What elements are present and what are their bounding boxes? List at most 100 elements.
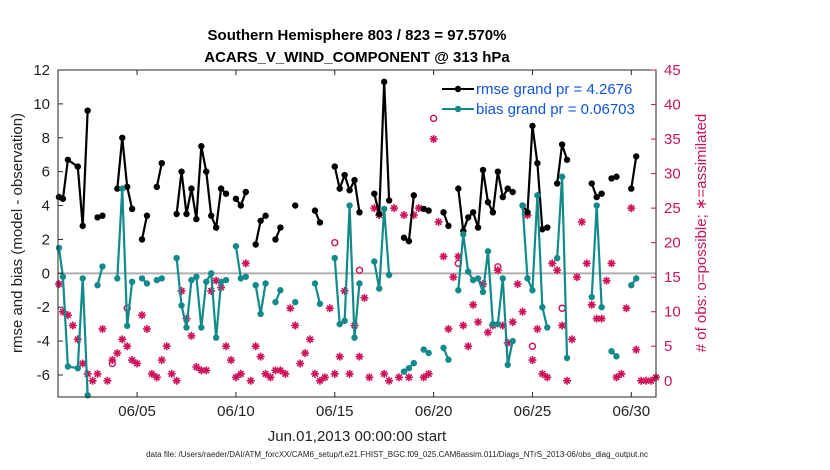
- obs-assimilated-stroke: [311, 370, 319, 378]
- bias-point: [212, 334, 220, 341]
- bias-point: [153, 276, 161, 284]
- rmse-point: [277, 224, 284, 231]
- obs-assimilated-stroke: [464, 342, 472, 350]
- bias-point: [208, 270, 215, 277]
- bias-point: [311, 280, 319, 287]
- obs-assimilated-marker: [444, 324, 453, 333]
- obs-assimilated-stroke: [168, 370, 176, 378]
- obs-assimilated-stroke: [553, 266, 561, 274]
- obs-assimilated-marker: [172, 376, 181, 385]
- obs-assimilated-marker: [637, 376, 646, 385]
- obs-assimilated-stroke: [237, 370, 245, 378]
- rmse-point: [59, 195, 67, 202]
- rmse-point: [311, 207, 319, 214]
- obs-assimilated-marker: [128, 356, 137, 365]
- obs-assimilated-stroke: [99, 325, 106, 333]
- rmse-point: [469, 209, 477, 216]
- obs-assimilated-stroke: [578, 218, 586, 226]
- rmse-point: [425, 207, 432, 214]
- obs-assimilated-marker: [88, 376, 97, 385]
- y-tick-label: 2: [42, 231, 50, 248]
- obs-assimilated-stroke: [262, 370, 269, 378]
- obs-assimilated-marker: [380, 369, 389, 378]
- obs-assimilated-stroke: [153, 373, 161, 381]
- rmse-point: [153, 183, 161, 191]
- obs-assimilated-marker: [424, 369, 433, 378]
- obs-assimilated-stroke: [306, 335, 314, 343]
- legend-bias-marker: [454, 105, 462, 113]
- bias-point: [94, 281, 101, 289]
- bias-point: [420, 346, 427, 353]
- obs-assimilated-marker: [577, 217, 586, 226]
- rmse-point: [292, 202, 299, 209]
- obs-assimilated-marker: [310, 369, 319, 378]
- obs-assimilated-marker: [192, 362, 201, 371]
- obs-assimilated-stroke: [94, 370, 101, 378]
- bias-line: [521, 195, 549, 328]
- rmse-point: [138, 236, 146, 243]
- obs-assimilated-stroke: [415, 204, 423, 212]
- rmse-point: [212, 224, 220, 231]
- rmse-point: [262, 212, 269, 219]
- obs-assimilated-stroke: [430, 135, 437, 143]
- series-layer: [55, 78, 640, 399]
- obs-assimilated-stroke: [449, 273, 457, 281]
- bias-point: [539, 304, 546, 311]
- bias-point: [341, 317, 348, 324]
- obs-assimilated-stroke: [385, 377, 393, 385]
- obs-assimilated-stroke: [89, 377, 96, 385]
- obs-assimilated-stroke: [113, 349, 121, 357]
- obs-assimilated-stroke: [380, 370, 388, 378]
- rmse-point: [193, 215, 200, 223]
- obs-assimilated-marker: [464, 342, 473, 351]
- bias-point: [99, 263, 106, 270]
- obs-assimilated-stroke: [133, 360, 141, 367]
- bias-point: [232, 243, 240, 250]
- obs-assimilated-marker: [434, 217, 443, 226]
- obs-assimilated-stroke: [618, 370, 625, 378]
- obs-assimilated-marker: [226, 356, 235, 365]
- y-tick-label: 10: [33, 96, 50, 113]
- obs-assimilated-marker: [152, 373, 161, 382]
- bias-point: [385, 271, 393, 279]
- rmse-point: [257, 217, 264, 224]
- obs-assimilated-marker: [123, 342, 132, 351]
- bias-point: [351, 334, 358, 341]
- bias-point: [242, 273, 250, 280]
- bias-point: [173, 254, 180, 262]
- obs-assimilated-stroke: [242, 259, 250, 267]
- x-axis-label: Jun.01,2013 00:00:00 start: [268, 428, 447, 445]
- obs-assimilated-stroke: [316, 377, 324, 385]
- obs-assimilated-stroke: [123, 342, 131, 350]
- obs-assimilated-marker: [306, 335, 315, 344]
- rmse-point: [84, 107, 91, 114]
- rmse-point: [222, 190, 230, 197]
- obs-assimilated-marker: [266, 373, 275, 382]
- legend: rmse grand pr = 4.2676 bias grand pr = 0…: [442, 81, 635, 118]
- obs-possible-marker: [528, 342, 537, 350]
- rmse-point: [188, 185, 195, 192]
- obs-assimilated-stroke: [163, 342, 171, 350]
- rmse-point: [410, 192, 418, 199]
- rmse-point: [588, 180, 595, 187]
- y-tick-label: -6: [37, 367, 50, 384]
- y-tick-label: 12: [33, 62, 50, 79]
- obs-assimilated-stroke: [346, 370, 353, 378]
- obs-assimilated-marker: [345, 369, 354, 378]
- obs-assimilated-stroke: [326, 304, 334, 312]
- obs-assimilated-marker: [553, 266, 562, 275]
- obs-assimilated-marker: [390, 204, 399, 213]
- obs-assimilated-marker: [533, 324, 542, 333]
- obs-assimilated-stroke: [331, 370, 339, 378]
- obs-assimilated-marker: [572, 273, 581, 282]
- rmse-point: [380, 78, 388, 86]
- rmse-point: [242, 188, 250, 196]
- bias-point: [598, 304, 605, 311]
- obs-assimilated-stroke: [622, 304, 630, 312]
- obs-possible-marker: [355, 266, 364, 274]
- obs-assimilated-marker: [513, 280, 522, 289]
- x-tick-label: 06/05: [118, 403, 156, 420]
- obs-assimilated-stroke: [158, 356, 166, 364]
- rmse-point: [593, 193, 600, 201]
- bias-point: [484, 248, 492, 255]
